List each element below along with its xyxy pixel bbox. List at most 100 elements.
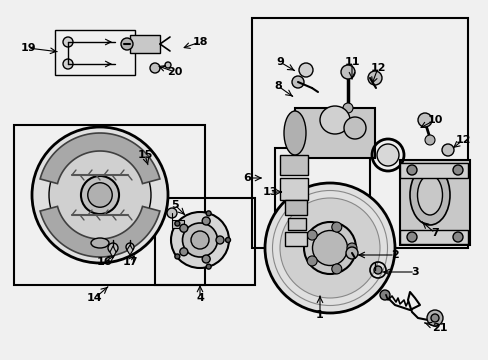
Polygon shape: [40, 133, 160, 184]
Circle shape: [63, 37, 73, 47]
Circle shape: [406, 232, 416, 242]
Text: 16: 16: [97, 257, 113, 267]
Ellipse shape: [264, 183, 394, 313]
Ellipse shape: [182, 223, 217, 257]
Bar: [14, 125, 204, 285]
Circle shape: [298, 63, 312, 77]
Circle shape: [206, 264, 211, 269]
Ellipse shape: [319, 106, 349, 134]
Ellipse shape: [171, 212, 228, 268]
Circle shape: [225, 238, 230, 243]
Bar: [155, 198, 254, 285]
Ellipse shape: [87, 183, 112, 207]
Circle shape: [180, 224, 187, 232]
Circle shape: [424, 135, 434, 145]
Bar: [285, 200, 306, 215]
Circle shape: [216, 236, 224, 244]
Circle shape: [175, 221, 180, 226]
Text: 20: 20: [167, 67, 183, 77]
Bar: [172, 220, 183, 228]
Text: 10: 10: [427, 115, 442, 125]
Ellipse shape: [304, 222, 355, 274]
Ellipse shape: [376, 144, 398, 166]
Text: 3: 3: [410, 267, 418, 277]
Circle shape: [331, 222, 341, 232]
Polygon shape: [127, 245, 133, 255]
Bar: [130, 35, 160, 53]
Bar: [399, 230, 467, 244]
Text: 21: 21: [431, 323, 447, 333]
Circle shape: [367, 71, 381, 85]
Ellipse shape: [32, 127, 168, 263]
Circle shape: [63, 59, 73, 69]
Bar: [251, 18, 467, 248]
Text: 1: 1: [315, 310, 323, 320]
Text: 19: 19: [20, 43, 36, 53]
Polygon shape: [40, 206, 160, 257]
Text: 7: 7: [430, 228, 438, 238]
Ellipse shape: [49, 144, 151, 246]
Circle shape: [346, 243, 356, 253]
Text: 4: 4: [196, 293, 203, 303]
Text: 12: 12: [369, 63, 385, 73]
Circle shape: [342, 103, 352, 113]
Circle shape: [121, 38, 133, 50]
Ellipse shape: [284, 111, 305, 155]
Text: 14: 14: [87, 293, 102, 303]
Text: 11: 11: [344, 57, 359, 67]
Circle shape: [175, 254, 180, 259]
Circle shape: [291, 76, 304, 88]
Circle shape: [340, 65, 354, 79]
Circle shape: [452, 165, 462, 175]
Ellipse shape: [409, 165, 449, 225]
Circle shape: [373, 266, 381, 274]
Circle shape: [306, 256, 317, 266]
Text: 12: 12: [454, 135, 470, 145]
Ellipse shape: [343, 117, 365, 139]
Bar: [294, 108, 374, 158]
Bar: [285, 232, 306, 246]
Circle shape: [452, 232, 462, 242]
Circle shape: [379, 290, 389, 300]
Text: 13: 13: [262, 187, 277, 197]
Ellipse shape: [312, 230, 347, 266]
Text: 18: 18: [192, 37, 207, 47]
Bar: [280, 178, 307, 200]
Ellipse shape: [417, 175, 442, 215]
Ellipse shape: [191, 231, 208, 249]
Circle shape: [426, 310, 442, 326]
Text: 2: 2: [390, 250, 398, 260]
Bar: [287, 218, 305, 230]
Bar: [274, 148, 369, 248]
Circle shape: [150, 63, 160, 73]
Text: 9: 9: [276, 57, 284, 67]
Circle shape: [346, 247, 357, 259]
Text: 17: 17: [122, 257, 138, 267]
Circle shape: [180, 248, 187, 256]
Circle shape: [202, 217, 210, 225]
Circle shape: [406, 165, 416, 175]
Circle shape: [417, 113, 431, 127]
Ellipse shape: [280, 198, 379, 298]
Circle shape: [430, 314, 438, 322]
Circle shape: [206, 211, 211, 216]
Polygon shape: [110, 246, 116, 258]
Circle shape: [331, 264, 341, 274]
Circle shape: [306, 230, 317, 240]
Circle shape: [202, 255, 210, 263]
Ellipse shape: [81, 176, 119, 214]
Text: 5: 5: [171, 200, 179, 210]
Text: 15: 15: [137, 150, 152, 160]
Circle shape: [441, 144, 453, 156]
Bar: [399, 163, 467, 178]
Circle shape: [126, 243, 134, 251]
Circle shape: [108, 243, 118, 253]
Bar: [55, 30, 135, 75]
Circle shape: [164, 62, 171, 68]
Polygon shape: [399, 160, 469, 245]
Ellipse shape: [91, 238, 109, 248]
Text: 8: 8: [274, 81, 281, 91]
Circle shape: [167, 208, 177, 218]
Bar: [280, 155, 307, 175]
Text: 6: 6: [243, 173, 250, 183]
